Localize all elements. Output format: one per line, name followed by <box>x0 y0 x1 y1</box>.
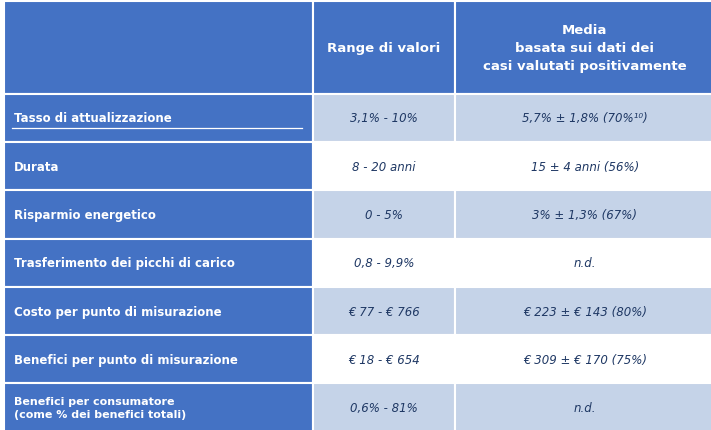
Text: 3% ± 1,3% (67%): 3% ± 1,3% (67%) <box>533 209 637 221</box>
FancyBboxPatch shape <box>313 239 455 287</box>
Text: 8 - 20 anni: 8 - 20 anni <box>352 160 416 173</box>
Text: 0 - 5%: 0 - 5% <box>365 209 403 221</box>
Text: 5,7% ± 1,8% (70%¹⁰): 5,7% ± 1,8% (70%¹⁰) <box>522 112 648 125</box>
FancyBboxPatch shape <box>455 191 711 239</box>
Text: Risparmio energetico: Risparmio energetico <box>14 209 156 221</box>
Text: Media
basata sui dati dei
casi valutati positivamente: Media basata sui dati dei casi valutati … <box>483 24 687 73</box>
Text: € 223 ± € 143 (80%): € 223 ± € 143 (80%) <box>523 305 647 318</box>
FancyBboxPatch shape <box>4 95 313 143</box>
FancyBboxPatch shape <box>313 95 455 143</box>
FancyBboxPatch shape <box>455 95 711 143</box>
FancyBboxPatch shape <box>4 384 313 430</box>
Text: n.d.: n.d. <box>574 257 596 270</box>
FancyBboxPatch shape <box>4 143 313 191</box>
Text: Range di valori: Range di valori <box>327 42 441 55</box>
Text: 0,8 - 9,9%: 0,8 - 9,9% <box>354 257 414 270</box>
FancyBboxPatch shape <box>313 335 455 384</box>
Text: 0,6% - 81%: 0,6% - 81% <box>350 401 418 414</box>
FancyBboxPatch shape <box>4 335 313 384</box>
FancyBboxPatch shape <box>455 335 711 384</box>
FancyBboxPatch shape <box>455 143 711 191</box>
Text: 3,1% - 10%: 3,1% - 10% <box>350 112 418 125</box>
Text: Costo per punto di misurazione: Costo per punto di misurazione <box>14 305 221 318</box>
Text: Benefici per punto di misurazione: Benefici per punto di misurazione <box>14 353 237 366</box>
Text: n.d.: n.d. <box>574 401 596 414</box>
FancyBboxPatch shape <box>455 2 711 95</box>
FancyBboxPatch shape <box>313 143 455 191</box>
Text: Tasso di attualizzazione: Tasso di attualizzazione <box>14 112 171 125</box>
FancyBboxPatch shape <box>313 2 455 95</box>
FancyBboxPatch shape <box>455 384 711 430</box>
FancyBboxPatch shape <box>4 191 313 239</box>
Text: Benefici per consumatore
(come % dei benefici totali): Benefici per consumatore (come % dei ben… <box>14 396 186 419</box>
Text: € 309 ± € 170 (75%): € 309 ± € 170 (75%) <box>523 353 647 366</box>
FancyBboxPatch shape <box>313 384 455 430</box>
FancyBboxPatch shape <box>4 287 313 335</box>
FancyBboxPatch shape <box>4 2 313 95</box>
Text: € 77 - € 766: € 77 - € 766 <box>348 305 419 318</box>
FancyBboxPatch shape <box>455 287 711 335</box>
Text: Trasferimento dei picchi di carico: Trasferimento dei picchi di carico <box>14 257 235 270</box>
Text: € 18 - € 654: € 18 - € 654 <box>348 353 419 366</box>
FancyBboxPatch shape <box>4 239 313 287</box>
FancyBboxPatch shape <box>313 191 455 239</box>
Text: Durata: Durata <box>14 160 59 173</box>
Text: 15 ± 4 anni (56%): 15 ± 4 anni (56%) <box>530 160 639 173</box>
FancyBboxPatch shape <box>313 287 455 335</box>
FancyBboxPatch shape <box>455 239 711 287</box>
